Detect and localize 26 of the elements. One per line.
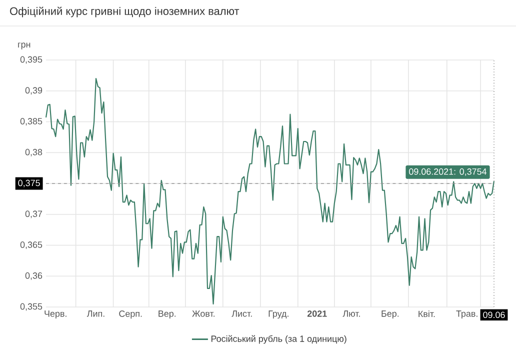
legend-label: Російський рубль (за 1 одиницю) xyxy=(211,335,346,344)
x-tick-label: Черв. xyxy=(44,310,66,319)
x-tick-label: Бер. xyxy=(382,310,399,319)
ref-line-label: 0,375 xyxy=(18,180,40,188)
y-tick-label: 0,365 xyxy=(20,242,42,249)
x-tick-label: Вер. xyxy=(158,310,176,319)
x-tick-label: Лип. xyxy=(86,310,104,317)
y-tick-label: 0,38 xyxy=(25,148,42,156)
chart-title: Офіційний курс гривні щодо іноземних валют xyxy=(10,6,240,18)
y-tick-label: 0,36 xyxy=(25,272,42,280)
annotation: 09.06.2021: 0,3754 xyxy=(409,168,487,176)
x-tick-label: Жовт. xyxy=(192,310,215,317)
y-axis-title: грн xyxy=(18,42,30,50)
x-tick-label: Квіт. xyxy=(418,310,435,318)
y-tick-label: 0,395 xyxy=(20,56,42,64)
y-tick-label: 0,385 xyxy=(20,118,42,126)
x-tick-label: Лист. xyxy=(232,310,252,317)
x-tick-label: 2021 xyxy=(307,310,327,317)
x-tick-label: 09.06 xyxy=(483,312,505,318)
x-tick-label: Груд. xyxy=(268,310,288,319)
y-tick-label: 0,37 xyxy=(25,210,42,218)
x-tick-label: Лют. xyxy=(342,310,360,317)
y-tick-label: 0,39 xyxy=(25,87,42,95)
y-tick-label: 0,355 xyxy=(20,303,42,311)
x-tick-label: Трав. xyxy=(456,310,478,319)
x-tick-label: Серп. xyxy=(119,310,142,319)
